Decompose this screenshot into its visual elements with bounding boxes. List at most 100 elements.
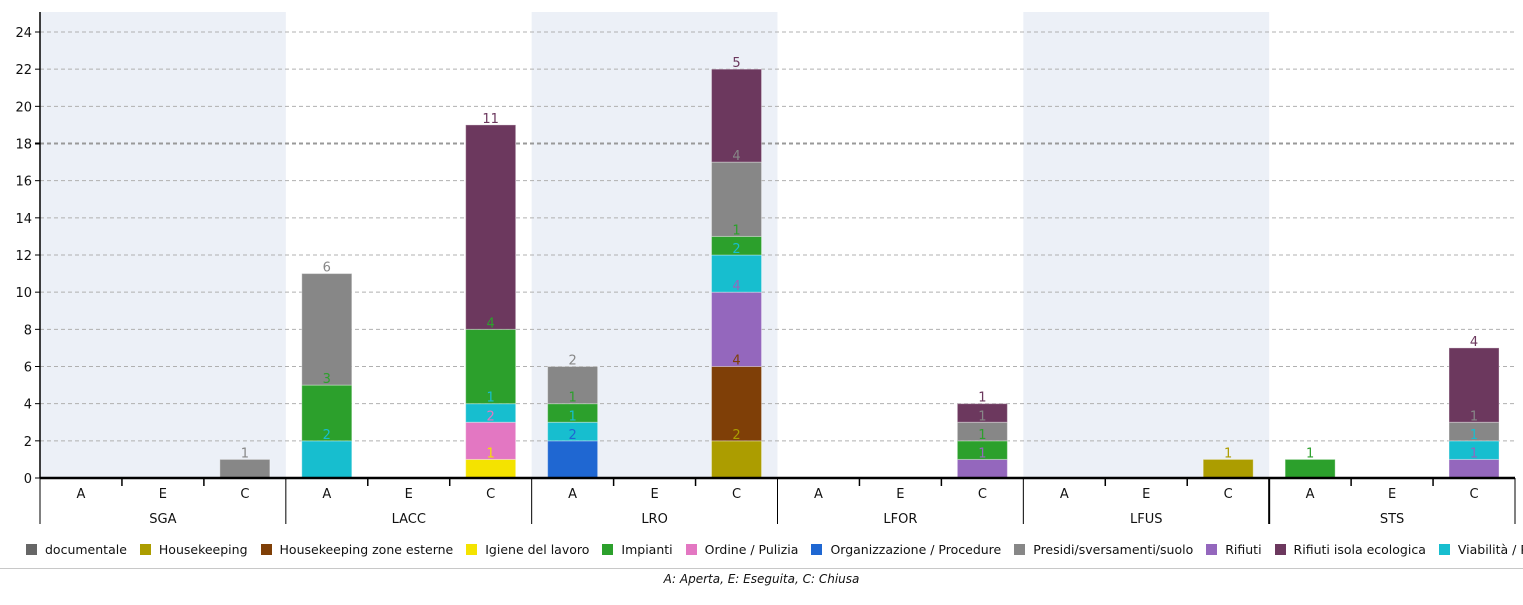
x-tick-label: E: [1142, 487, 1150, 502]
bar-segment: [956, 458, 1008, 479]
legend-item[interactable]: Housekeeping: [139, 542, 248, 557]
data-label: 1: [568, 409, 576, 424]
x-tick-label: A: [77, 487, 86, 502]
data-label: 1: [568, 391, 576, 406]
data-label: 1: [1224, 446, 1232, 461]
y-tick-label: 8: [24, 323, 32, 338]
group-label-sts: STS: [1380, 512, 1404, 527]
y-tick-label: 12: [15, 249, 32, 264]
x-tick-label: C: [240, 487, 249, 502]
y-tick-label: 20: [15, 100, 32, 115]
legend-label: Rifiuti isola ecologica: [1293, 542, 1426, 557]
bar-segment: [219, 458, 271, 479]
legend-swatch: [1274, 544, 1286, 555]
data-label: 1: [978, 428, 986, 443]
data-label: 4: [732, 279, 740, 294]
data-label: 6: [323, 261, 331, 276]
data-label: 11: [482, 112, 499, 127]
bar-segment: [465, 124, 517, 330]
bar-segment: [711, 235, 763, 256]
group-label-lfus: LFUS: [1130, 512, 1163, 527]
bar-segment: [711, 366, 763, 442]
legend-swatch: [685, 544, 697, 555]
legend-item[interactable]: Organizzazione / Procedure: [811, 542, 1001, 557]
bar-segment: [1202, 458, 1254, 479]
data-label: 1: [1470, 409, 1478, 424]
legend-swatch: [602, 544, 614, 555]
x-tick-label: E: [405, 487, 413, 502]
data-label: 1: [241, 446, 249, 461]
bar-segment: [711, 291, 763, 367]
legend-swatch: [1206, 544, 1218, 555]
legend-label: Ordine / Pulizia: [704, 542, 799, 557]
bar-segment: [1284, 458, 1336, 479]
x-tick-label: C: [1469, 487, 1478, 502]
legend-label: Organizzazione / Procedure: [830, 542, 1002, 557]
bar-segment: [547, 440, 599, 479]
y-tick-label: 10: [15, 286, 32, 301]
data-label: 1: [732, 223, 740, 238]
legend-swatch: [466, 544, 478, 555]
legend-swatch: [260, 544, 272, 555]
y-tick-label: 0: [24, 472, 32, 487]
footnote: A: Aperta, E: Eseguita, C: Chiusa: [663, 572, 860, 586]
y-tick-label: 18: [15, 138, 32, 153]
legend-label: Housekeeping: [158, 542, 248, 557]
legend-item[interactable]: Igiene del lavoro: [466, 542, 589, 557]
x-tick-label: A: [568, 487, 577, 502]
legend: documentale Housekeeping Housekeeping zone…: [26, 542, 1523, 557]
legend-label: Igiene del lavoro: [485, 542, 590, 557]
legend-swatch: [26, 544, 37, 555]
bar-segment: [547, 366, 599, 405]
bar-segment: [465, 328, 517, 405]
group-label-lfor: LFOR: [883, 512, 917, 527]
data-label: 2: [568, 428, 576, 443]
data-label: 4: [1470, 335, 1478, 350]
bar-segment: [711, 440, 763, 479]
legend-swatch: [139, 544, 151, 555]
x-tick-label: C: [732, 487, 741, 502]
y-tick-label: 4: [24, 398, 32, 413]
x-tick-label: E: [159, 487, 167, 502]
legend-item[interactable]: Impianti: [602, 542, 673, 557]
data-label: 4: [732, 354, 740, 369]
divider: [0, 568, 1523, 569]
group-band-sga: [40, 12, 286, 478]
data-label: 1: [487, 446, 495, 461]
legend-swatch: [1014, 544, 1026, 555]
data-label: 2: [732, 428, 740, 443]
x-tick-label: C: [486, 487, 495, 502]
legend-item[interactable]: Ordine / Pulizia: [685, 542, 799, 557]
data-label: 1: [1470, 428, 1478, 443]
legend-swatch: [811, 544, 823, 555]
legend-item[interactable]: Rifiuti isola ecologica: [1274, 542, 1426, 557]
data-label: 1: [978, 391, 986, 406]
bar-segment: [956, 403, 1008, 423]
data-label: 4: [487, 316, 495, 331]
legend-item[interactable]: documentale: [26, 542, 127, 557]
bar-segment: [465, 458, 517, 479]
legend-label: Presidi/sversamenti/suolo: [1033, 542, 1194, 557]
y-tick-label: 16: [15, 175, 32, 190]
data-label: 5: [732, 56, 740, 71]
data-label: 4: [732, 149, 740, 164]
bar-segment: [301, 440, 353, 479]
y-tick-label: 6: [24, 361, 32, 376]
data-label: 2: [568, 354, 576, 369]
x-tick-label: E: [1388, 487, 1396, 502]
legend-item[interactable]: Housekeeping zone esterne: [260, 542, 454, 557]
y-tick-label: 14: [15, 212, 32, 227]
legend-swatch: [1438, 544, 1450, 555]
bar-segment: [1448, 347, 1500, 423]
data-label: 3: [323, 372, 331, 387]
bar-segment: [301, 273, 353, 386]
legend-item[interactable]: Viabilità / Percorsi: [1438, 542, 1523, 557]
bar-segment: [711, 254, 763, 293]
data-label: 1: [978, 409, 986, 424]
legend-label: Housekeeping zone esterne: [279, 542, 454, 557]
legend-item[interactable]: Presidi/sversamenti/suolo: [1014, 542, 1193, 557]
data-label: 1: [1470, 446, 1478, 461]
y-tick-label: 22: [15, 63, 32, 78]
legend-item[interactable]: Rifiuti: [1206, 542, 1262, 557]
x-tick-label: A: [322, 487, 331, 502]
